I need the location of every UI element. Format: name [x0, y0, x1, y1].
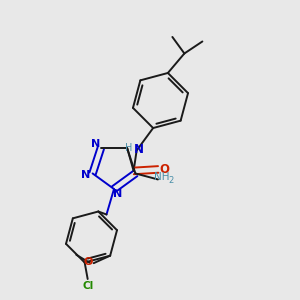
Text: N: N [81, 170, 91, 180]
Text: N: N [134, 142, 144, 155]
Text: NH: NH [154, 172, 169, 182]
Text: 2: 2 [169, 176, 174, 185]
Text: N: N [91, 139, 100, 149]
Text: H: H [125, 143, 132, 153]
Text: O: O [160, 163, 170, 176]
Text: N: N [113, 189, 122, 200]
Text: O: O [84, 257, 93, 267]
Text: Cl: Cl [82, 280, 93, 291]
